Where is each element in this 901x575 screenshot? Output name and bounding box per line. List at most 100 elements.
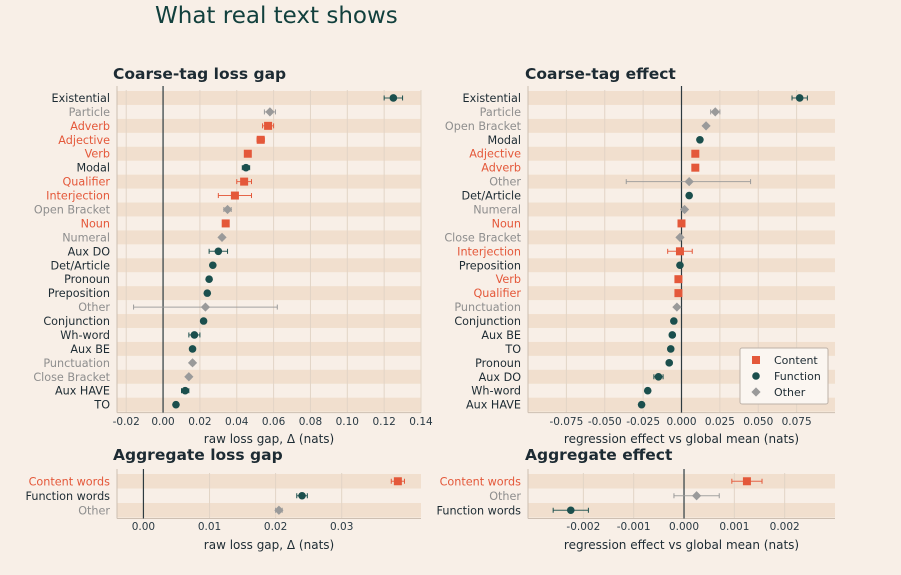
category-label: Open Bracket [34, 203, 111, 216]
row-stripe [117, 91, 421, 105]
category-label: Adverb [481, 162, 521, 175]
row-stripe [117, 397, 421, 412]
category-label: Aux BE [70, 343, 110, 356]
data-point-diamond [274, 505, 284, 515]
x-tick-label: 0.03 [330, 521, 353, 533]
data-point-circle [205, 275, 213, 283]
data-point-circle [696, 135, 704, 144]
category-label: Preposition [459, 259, 521, 272]
data-point-diamond [200, 302, 211, 312]
data-point-square [691, 149, 700, 158]
row-stripe [117, 503, 421, 518]
data-point-circle [389, 94, 398, 102]
x-tick-label: 0.10 [336, 416, 359, 428]
category-label: Close Bracket [444, 231, 521, 244]
category-label: Other [78, 504, 110, 517]
category-label: Pronoun [475, 357, 521, 370]
x-tick-label: 0.002 [770, 521, 800, 533]
row-stripe [117, 230, 421, 245]
x-tick-label: 0.025 [705, 416, 735, 428]
legend: Content Function Other [739, 347, 829, 405]
row-stripe [117, 258, 421, 273]
category-label: Det/Article [461, 190, 521, 203]
data-point-diamond [701, 121, 711, 131]
x-tick-label: -0.050 [588, 416, 622, 428]
chart-panel-1: Coarse-tag loss gap -0.02 0.00 0.02 0.04 0.06… [33, 65, 433, 446]
category-label: Punctuation [43, 357, 110, 370]
x-axis-label: raw loss gap, Δ (nats) [204, 432, 334, 446]
category-label: Det/Article [50, 259, 110, 272]
data-point-diamond [675, 232, 685, 242]
category-label: Wh-word [471, 385, 521, 398]
category-label: Adjective [469, 148, 521, 161]
data-point-circle [190, 331, 199, 339]
category-label: Particle [69, 106, 110, 119]
chart-panel-4: Aggregate effect -0.002 -0.001 0.000 0.001 0.… [437, 446, 835, 552]
category-label: Other [489, 490, 521, 503]
x-tick-label: 0.08 [299, 416, 322, 428]
data-point-circle [209, 261, 217, 270]
category-label: Function words [437, 504, 522, 517]
data-point-diamond [710, 107, 720, 117]
category-label: Numeral [473, 203, 521, 216]
category-label: Adjective [58, 134, 110, 147]
row-stripe [117, 314, 421, 328]
chart-title: Aggregate loss gap [113, 446, 283, 464]
legend-marker-square [752, 356, 760, 364]
category-label: Existential [463, 92, 521, 105]
category-label: Other [78, 301, 110, 314]
x-tick-label: 0.04 [225, 416, 249, 428]
data-point-circle [637, 400, 646, 409]
category-label: Wh-word [60, 329, 110, 342]
chart-panel-2: Coarse-tag effect -0.075 -0.050 -0.025 0.000… [444, 65, 835, 446]
category-label: Noun [492, 217, 521, 230]
row-stripe [117, 202, 421, 217]
data-point-square [230, 191, 239, 200]
category-label: Modal [487, 134, 521, 147]
data-point-diamond [187, 358, 198, 368]
category-label: Preposition [48, 287, 110, 300]
row-stripe [528, 474, 835, 489]
category-label: Qualifier [63, 176, 111, 189]
row-stripe [117, 474, 421, 489]
category-label: Open Bracket [445, 120, 522, 133]
row-stripe [117, 369, 421, 384]
data-point-square [243, 149, 252, 158]
data-point-diamond [265, 107, 275, 117]
data-point-diamond [672, 302, 682, 312]
data-point-diamond [684, 177, 694, 187]
data-point-square [742, 477, 751, 486]
x-tick-label: -0.002 [566, 521, 600, 533]
category-label: TO [93, 399, 110, 412]
data-point-square [691, 163, 700, 172]
x-tick-label: 0.000 [669, 521, 699, 533]
category-label: Qualifier [474, 287, 522, 300]
data-point-circle [654, 372, 663, 381]
category-label: Aux DO [479, 371, 522, 384]
category-label: Verb [496, 273, 521, 286]
x-axis-label: regression effect vs global mean (nats) [564, 538, 799, 552]
legend-label: Function [774, 370, 821, 383]
x-tick-label: 0.050 [743, 416, 773, 428]
data-point-diamond [184, 372, 194, 382]
data-point-circle [668, 331, 677, 339]
category-label: Modal [76, 162, 110, 175]
data-point-circle [685, 191, 693, 200]
data-point-circle [181, 386, 189, 395]
chart-title: Coarse-tag loss gap [113, 65, 286, 83]
category-label: Close Bracket [33, 371, 110, 384]
category-label: Conjunction [43, 315, 110, 328]
category-label: Numeral [62, 231, 110, 244]
row-stripe [117, 146, 421, 161]
x-tick-label: 0.02 [264, 521, 287, 533]
x-tick-label: -0.02 [113, 416, 140, 428]
x-tick-label: 0.000 [666, 416, 696, 428]
x-tick-label: 0.00 [151, 416, 174, 428]
category-label: Verb [85, 148, 110, 161]
data-point-circle [298, 491, 306, 500]
page-title: What real text shows [155, 3, 398, 29]
category-label: Existential [52, 92, 110, 105]
chart-title: Aggregate effect [525, 446, 673, 464]
category-label: Adverb [70, 120, 110, 133]
